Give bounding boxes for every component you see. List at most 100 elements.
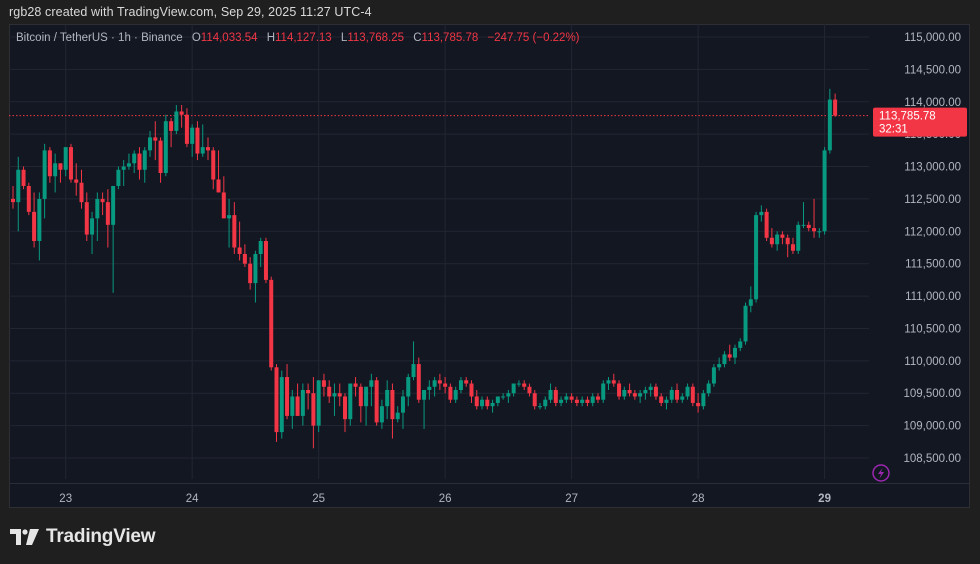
candle[interactable] xyxy=(638,389,643,403)
candle[interactable] xyxy=(137,147,142,180)
candle[interactable] xyxy=(437,373,442,390)
candle[interactable] xyxy=(126,153,131,170)
candle[interactable] xyxy=(285,364,290,420)
candle[interactable] xyxy=(780,231,785,245)
candle[interactable] xyxy=(21,166,26,190)
candle[interactable] xyxy=(37,192,42,261)
candle[interactable] xyxy=(74,163,79,196)
candle[interactable] xyxy=(369,373,374,407)
candle[interactable] xyxy=(606,377,611,390)
candle[interactable] xyxy=(364,386,369,426)
candle[interactable] xyxy=(348,383,353,426)
candle[interactable] xyxy=(574,396,579,407)
candle[interactable] xyxy=(632,389,637,400)
candle[interactable] xyxy=(422,389,427,429)
candle[interactable] xyxy=(785,234,790,258)
candle[interactable] xyxy=(163,114,168,177)
candle[interactable] xyxy=(833,93,838,117)
candle[interactable] xyxy=(316,380,321,433)
candle[interactable] xyxy=(622,386,627,400)
candle[interactable] xyxy=(253,250,258,303)
candle[interactable] xyxy=(100,192,105,216)
candle[interactable] xyxy=(516,380,521,387)
candle[interactable] xyxy=(443,377,448,394)
candle[interactable] xyxy=(269,276,274,371)
candle[interactable] xyxy=(390,383,395,439)
candle[interactable] xyxy=(306,383,311,410)
candle[interactable] xyxy=(822,147,827,235)
candle[interactable] xyxy=(754,211,759,303)
candle[interactable] xyxy=(527,383,532,397)
candle[interactable] xyxy=(812,198,817,238)
candle[interactable] xyxy=(205,137,210,161)
candle[interactable] xyxy=(295,383,300,416)
candle[interactable] xyxy=(796,221,801,254)
candle[interactable] xyxy=(26,182,31,216)
chart-frame[interactable] xyxy=(9,24,970,508)
candle[interactable] xyxy=(121,160,126,186)
candle[interactable] xyxy=(227,198,232,248)
candle[interactable] xyxy=(653,383,658,400)
candle[interactable] xyxy=(411,341,416,381)
candle[interactable] xyxy=(300,383,305,426)
candle[interactable] xyxy=(448,383,453,403)
candle[interactable] xyxy=(701,389,706,410)
candle[interactable] xyxy=(738,338,743,352)
candle[interactable] xyxy=(311,377,316,449)
candle[interactable] xyxy=(395,406,400,423)
candle[interactable] xyxy=(543,396,548,410)
candle[interactable] xyxy=(690,383,695,407)
candle[interactable] xyxy=(84,192,89,242)
candle[interactable] xyxy=(727,344,732,361)
candle[interactable] xyxy=(47,147,52,183)
candle[interactable] xyxy=(32,192,37,248)
candle[interactable] xyxy=(169,117,174,148)
candle[interactable] xyxy=(706,380,711,397)
candle[interactable] xyxy=(42,143,47,219)
candle[interactable] xyxy=(569,393,574,403)
candle[interactable] xyxy=(495,396,500,407)
candle[interactable] xyxy=(95,192,100,242)
candle[interactable] xyxy=(764,208,769,242)
candle[interactable] xyxy=(790,237,795,254)
candle[interactable] xyxy=(659,393,664,407)
candle[interactable] xyxy=(801,202,806,229)
candle[interactable] xyxy=(148,130,153,157)
candle[interactable] xyxy=(90,211,95,254)
candle[interactable] xyxy=(458,377,463,394)
candle[interactable] xyxy=(184,108,189,148)
candle[interactable] xyxy=(327,380,332,403)
candle[interactable] xyxy=(595,393,600,403)
candle[interactable] xyxy=(105,189,110,248)
candle[interactable] xyxy=(559,396,564,407)
candle[interactable] xyxy=(200,124,205,157)
candle[interactable] xyxy=(258,237,263,267)
candle[interactable] xyxy=(722,351,727,368)
candle[interactable] xyxy=(374,377,379,426)
candle[interactable] xyxy=(158,137,163,183)
candle[interactable] xyxy=(16,156,21,232)
candle[interactable] xyxy=(353,377,358,397)
candle[interactable] xyxy=(480,396,485,410)
candle[interactable] xyxy=(685,383,690,400)
candle[interactable] xyxy=(53,153,58,193)
candle[interactable] xyxy=(237,221,242,261)
candle[interactable] xyxy=(775,231,780,251)
candle[interactable] xyxy=(343,393,348,433)
candle[interactable] xyxy=(385,380,390,420)
candle[interactable] xyxy=(711,364,716,387)
candle[interactable] xyxy=(553,386,558,407)
candle[interactable] xyxy=(153,121,158,161)
candle[interactable] xyxy=(580,396,585,407)
candle[interactable] xyxy=(290,389,295,429)
candle[interactable] xyxy=(617,380,622,400)
candle[interactable] xyxy=(337,383,342,407)
candle[interactable] xyxy=(111,185,116,293)
candle[interactable] xyxy=(211,147,216,190)
candle[interactable] xyxy=(538,402,542,410)
candle[interactable] xyxy=(379,399,384,429)
candlestick-chart[interactable]: 115,000.00114,500.00114,000.00113,500.00… xyxy=(9,24,970,508)
candle[interactable] xyxy=(321,373,326,397)
candle[interactable] xyxy=(453,386,458,403)
candle[interactable] xyxy=(675,383,680,403)
